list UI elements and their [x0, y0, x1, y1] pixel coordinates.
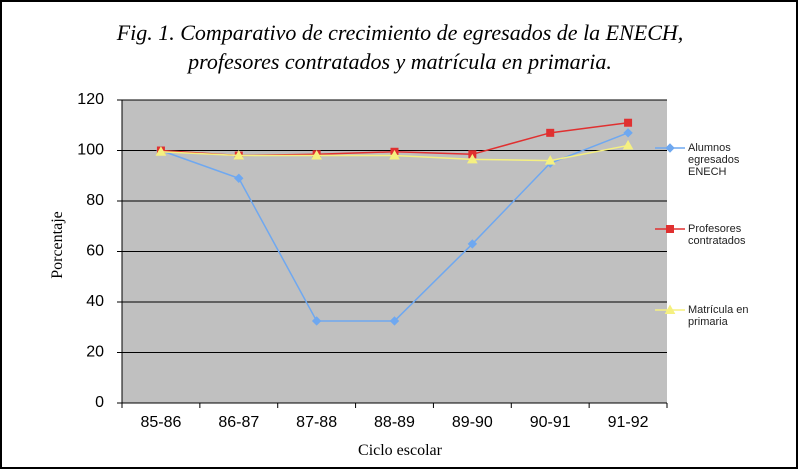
legend-marker: [666, 225, 674, 233]
legend-item: Matrícula en primaria: [688, 304, 749, 328]
data-point: [234, 173, 244, 183]
legend-marker: [664, 304, 676, 314]
legend-item: Alumnos egresados ENECH: [688, 142, 740, 178]
data-point: [311, 150, 322, 160]
chart-title: Fig. 1. Comparativo de crecimiento de eg…: [116, 20, 684, 45]
y-tick-label: 0: [95, 394, 104, 411]
data-point: [544, 155, 556, 165]
x-tick-label: 87-88: [296, 414, 337, 431]
y-axis-label: Porcentaje: [49, 211, 66, 279]
y-tick-label: 60: [86, 243, 104, 260]
legend-label: Profesores contratados: [688, 223, 746, 247]
x-tick-label: 89-90: [452, 414, 493, 431]
chart-title: profesores contratados y matrícula en pr…: [186, 49, 612, 74]
legend-label: Matrícula en primaria: [688, 304, 749, 328]
data-point: [155, 146, 167, 156]
y-tick-label: 40: [86, 293, 104, 310]
data-point: [624, 118, 633, 127]
data-point: [623, 128, 633, 138]
data-point: [467, 239, 478, 249]
x-tick-label: 90-91: [530, 414, 571, 431]
legend-marker: [665, 143, 675, 153]
data-point: [233, 150, 245, 160]
legend-label: Alumnos egresados ENECH: [688, 142, 740, 178]
y-tick-label: 120: [77, 91, 104, 108]
legend-item: Profesores contratados: [688, 223, 746, 247]
data-point: [622, 139, 634, 150]
data-point: [311, 316, 322, 326]
x-tick-label: 86-87: [218, 414, 259, 431]
data-point: [467, 153, 478, 164]
data-point: [389, 316, 400, 326]
x-axis-label: Ciclo escolar: [358, 442, 443, 459]
x-tick-label: 91-92: [608, 414, 649, 431]
x-tick-label: 85-86: [140, 414, 181, 431]
data-point: [546, 128, 555, 137]
x-tick-label: 88-89: [374, 414, 415, 431]
data-point: [389, 150, 400, 160]
y-tick-label: 100: [77, 142, 104, 159]
y-tick-label: 20: [86, 344, 104, 361]
y-tick-label: 80: [86, 192, 104, 209]
